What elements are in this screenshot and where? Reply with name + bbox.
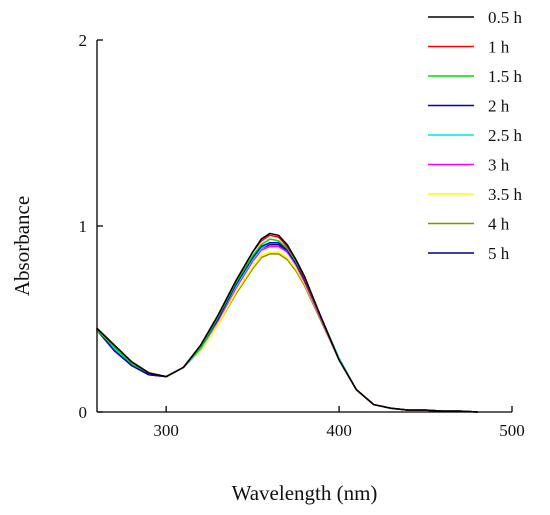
- legend: 0.5 h 1 h 1.5 h 2 h 2.5 h 3 h 3.5 h 4 h 5 h: [428, 8, 523, 263]
- ticks-layer: 300 400 500 0 1 2: [79, 31, 525, 440]
- legend-label-2: 1.5 h: [488, 67, 523, 86]
- series-layer: [96, 232, 479, 413]
- x-tick-label-500: 500: [499, 421, 525, 440]
- legend-label-7: 4 h: [488, 215, 510, 234]
- y-tick-label-1: 1: [79, 217, 88, 236]
- legend-label-5: 3 h: [488, 156, 510, 175]
- legend-label-3: 2 h: [488, 97, 510, 116]
- legend-label-4: 2.5 h: [488, 126, 523, 145]
- series-line-5: [96, 245, 479, 413]
- legend-label-0: 0.5 h: [488, 8, 523, 27]
- legend-label-1: 1 h: [488, 38, 510, 57]
- series-line-8: [96, 243, 479, 413]
- series-line-2: [96, 238, 479, 413]
- legend-label-6: 3.5 h: [488, 185, 523, 204]
- series-line-7: [96, 253, 479, 413]
- x-axis-title: Wavelength (nm): [232, 481, 378, 505]
- legend-label-8: 5 h: [488, 244, 510, 263]
- x-tick-label-400: 400: [326, 421, 352, 440]
- y-tick-label-2: 2: [79, 31, 88, 50]
- y-axis-title: Absorbance: [10, 196, 34, 296]
- series-line-1: [96, 234, 479, 413]
- series-line-0: [96, 232, 479, 413]
- series-line-3: [96, 241, 479, 413]
- series-line-4: [96, 241, 479, 413]
- axes-layer: [96, 40, 512, 413]
- y-tick-label-0: 0: [79, 403, 88, 422]
- series-line-6: [96, 251, 479, 413]
- x-tick-label-300: 300: [153, 421, 179, 440]
